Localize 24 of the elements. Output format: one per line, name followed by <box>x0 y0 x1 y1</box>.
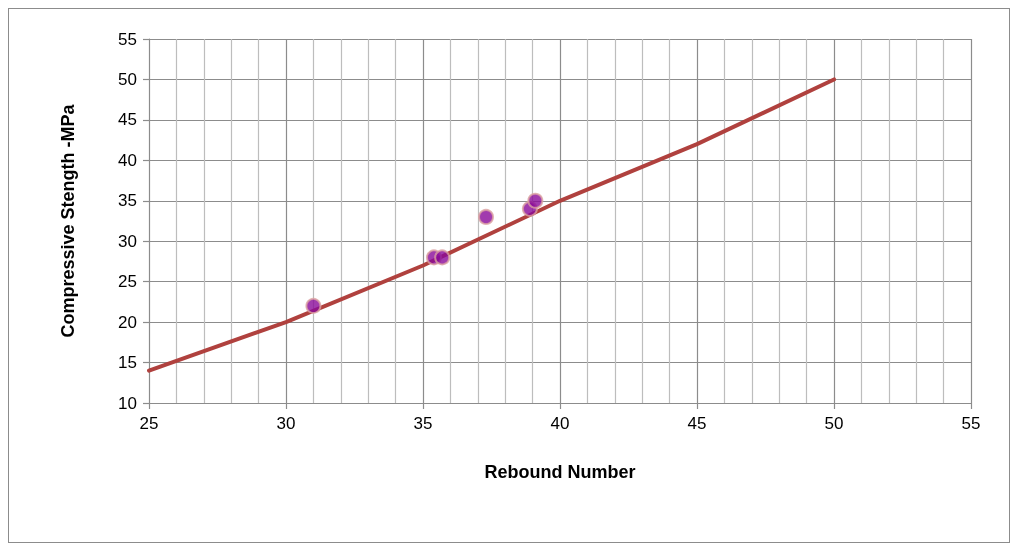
y-tick-label: 45 <box>118 110 137 130</box>
y-tick-label: 50 <box>118 69 137 89</box>
line-series <box>147 77 836 373</box>
x-tick-label: 35 <box>413 414 433 433</box>
point <box>434 249 451 266</box>
y-tick-label: 55 <box>118 29 137 49</box>
x-tick-label: 55 <box>961 414 981 433</box>
x-tick-label: 45 <box>687 414 707 433</box>
x-tick-label: 40 <box>550 414 570 433</box>
y-tick-label: 35 <box>118 191 137 211</box>
x-tick-label: 50 <box>824 414 844 433</box>
y-tick-label: 40 <box>118 150 137 170</box>
y-axis-title: Compressive Stength -MPa <box>58 103 78 338</box>
y-tick-label: 25 <box>118 272 137 292</box>
x-tick-label: 30 <box>276 414 296 433</box>
point <box>305 297 322 314</box>
y-tick-label: 30 <box>118 231 137 251</box>
y-tick-label: 15 <box>118 353 137 373</box>
y-tick-label: 10 <box>118 393 137 413</box>
point <box>478 208 495 225</box>
x-tick-label: 25 <box>139 414 159 433</box>
y-tick-label: 20 <box>118 312 137 332</box>
x-axis-title: Rebound Number <box>484 462 636 482</box>
point <box>527 192 544 209</box>
